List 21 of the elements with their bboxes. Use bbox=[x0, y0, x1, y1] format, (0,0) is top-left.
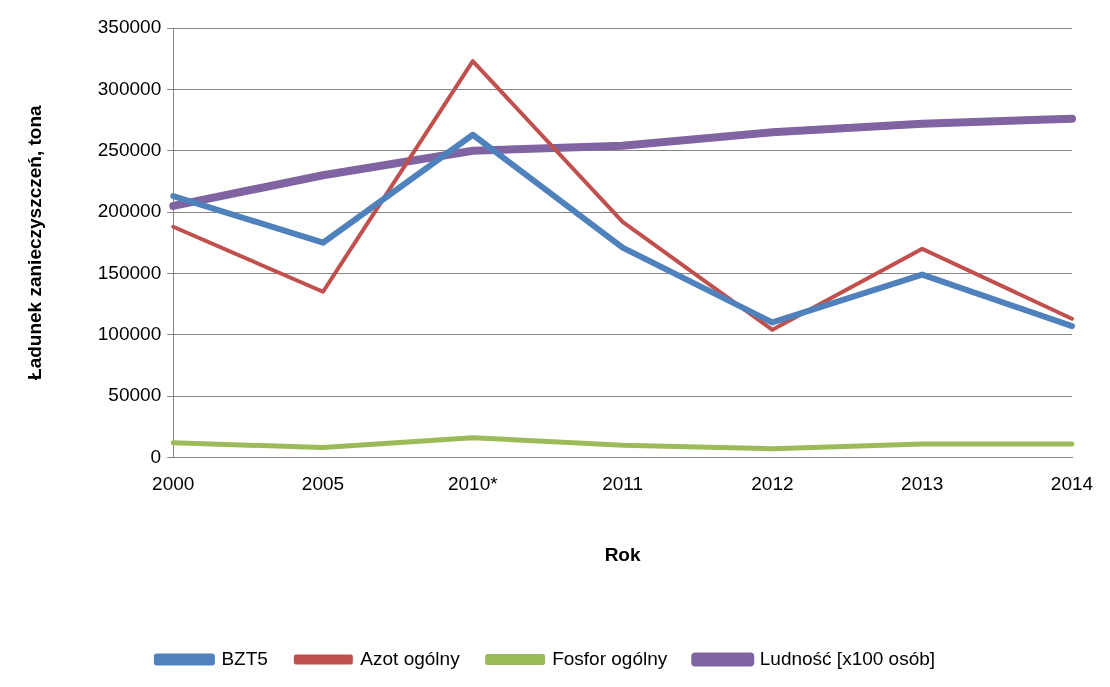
legend-label: Azot ogólny bbox=[360, 647, 461, 669]
legend-label: Ludność [x100 osób] bbox=[759, 647, 936, 669]
x-tick-label: 2010* bbox=[447, 473, 499, 495]
y-tick-label: 350000 bbox=[97, 16, 162, 38]
x-axis-title: Rok bbox=[604, 543, 641, 565]
y-tick-label: 100000 bbox=[97, 322, 162, 344]
y-tick-label: 50000 bbox=[108, 384, 162, 406]
x-tick-label: 2000 bbox=[152, 473, 195, 495]
y-tick-label: 300000 bbox=[97, 77, 162, 99]
y-tick-label: 200000 bbox=[97, 200, 162, 222]
legend-label: Fosfor ogólny bbox=[552, 647, 668, 669]
legend-label: BZT5 bbox=[221, 647, 268, 669]
y-tick-label: 0 bbox=[150, 445, 162, 467]
x-tick-label: 2014 bbox=[1050, 473, 1094, 495]
y-tick-label: 150000 bbox=[97, 261, 162, 283]
y-axis-title: Ładunek zanieczyszczeń, tona bbox=[23, 105, 45, 380]
y-tick-label: 250000 bbox=[97, 138, 162, 160]
x-tick-label: 2013 bbox=[901, 473, 944, 495]
x-tick-label: 2011 bbox=[602, 473, 644, 495]
x-tick-label: 2012 bbox=[751, 473, 794, 495]
x-tick-label: 2005 bbox=[301, 473, 345, 495]
